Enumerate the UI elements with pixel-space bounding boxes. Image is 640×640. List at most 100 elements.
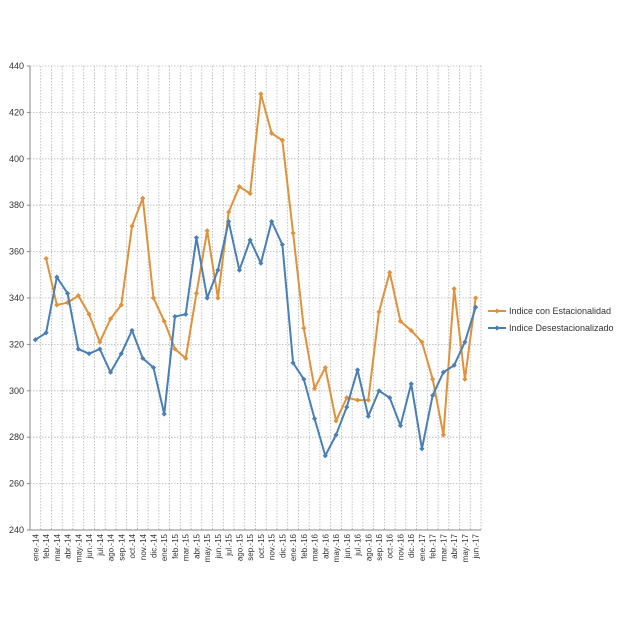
- data-point: [140, 355, 146, 361]
- data-point: [451, 362, 457, 368]
- data-point: [247, 191, 253, 197]
- x-tick-label: may.-14: [74, 533, 83, 562]
- data-point: [269, 130, 275, 136]
- x-tick-label: oct.-14: [128, 533, 137, 558]
- x-tick-label: may.-15: [203, 533, 212, 562]
- data-point: [172, 313, 178, 320]
- data-point: [397, 318, 404, 324]
- data-point: [451, 286, 457, 292]
- data-point: [86, 311, 92, 317]
- data-point: [75, 293, 81, 299]
- legend-item: Indice Desestacionalizado: [488, 323, 614, 333]
- x-tick-label: abr.-14: [64, 533, 73, 558]
- y-tick-label: 400: [9, 154, 24, 164]
- x-tick-label: jun.-16: [343, 533, 352, 559]
- data-point: [161, 411, 167, 417]
- data-point: [129, 327, 135, 334]
- data-point: [258, 260, 264, 266]
- x-tick-label: nov.-14: [139, 533, 148, 560]
- y-tick-label: 340: [9, 293, 24, 303]
- data-point: [301, 376, 307, 382]
- y-tick-label: 240: [9, 525, 24, 535]
- x-tick-label: ago.-15: [235, 533, 244, 561]
- data-point: [430, 376, 436, 382]
- x-tick-label: mar.-16: [311, 533, 320, 561]
- x-tick-label: sep.-16: [375, 533, 384, 560]
- data-point: [322, 453, 328, 459]
- data-point: [333, 432, 339, 438]
- data-point: [376, 309, 382, 315]
- x-tick-label: feb.-15: [171, 533, 180, 558]
- data-point: [419, 339, 425, 345]
- y-tick-label: 280: [9, 432, 24, 442]
- x-tick-label: mar.-14: [53, 533, 62, 561]
- x-tick-label: dic.-16: [407, 533, 416, 558]
- data-point: [365, 413, 371, 419]
- legend: Indice con Estacionalidad Indice Desestac…: [488, 306, 614, 333]
- data-point: [204, 228, 210, 234]
- data-point: [440, 369, 447, 375]
- data-point: [107, 316, 114, 322]
- data-point: [215, 267, 221, 273]
- data-point: [204, 295, 210, 301]
- data-point: [97, 339, 103, 345]
- legend-label: Indice Desestacionalizado: [509, 323, 614, 333]
- data-point: [397, 423, 404, 429]
- x-tick-label: may.-16: [332, 533, 341, 562]
- data-point: [129, 223, 135, 229]
- legend-swatch-marker: [494, 308, 500, 314]
- data-point: [290, 360, 296, 366]
- data-point: [290, 230, 296, 236]
- data-point: [333, 418, 339, 424]
- data-point: [376, 388, 382, 394]
- data-point: [311, 385, 318, 392]
- data-point: [183, 311, 189, 317]
- data-point: [32, 337, 38, 343]
- x-tick-label: abr.-17: [450, 533, 459, 558]
- data-point: [215, 295, 221, 301]
- x-tick-label: ene.-15: [160, 533, 169, 561]
- x-tick-label: ene.-16: [289, 533, 298, 561]
- data-point: [226, 218, 232, 225]
- y-tick-label: 260: [9, 479, 24, 489]
- data-point: [43, 330, 49, 336]
- series-layer: [32, 91, 479, 459]
- x-tick-label: oct.-16: [386, 533, 395, 558]
- x-tick-label: nov.-16: [396, 533, 405, 560]
- x-tick-label: jun.-17: [472, 533, 481, 559]
- x-tick-label: dic.-15: [278, 533, 287, 558]
- data-point: [354, 367, 361, 373]
- series-line: [34, 220, 477, 457]
- data-point: [226, 209, 232, 215]
- data-point: [473, 304, 479, 310]
- data-point: [387, 395, 393, 401]
- x-tick-label: feb.-14: [42, 533, 51, 558]
- data-point: [150, 365, 157, 371]
- data-point: [269, 218, 275, 225]
- x-tick-label: abr.-15: [192, 533, 201, 558]
- data-point: [473, 295, 479, 301]
- data-point: [440, 432, 447, 438]
- x-tick-label: sep.-14: [117, 533, 126, 560]
- legend-swatch-marker: [494, 325, 500, 331]
- data-point: [408, 381, 414, 387]
- legend-label: Indice con Estacionalidad: [509, 306, 611, 316]
- data-point: [193, 290, 200, 296]
- y-tick-label: 320: [9, 339, 24, 349]
- x-tick-label: jun.-14: [85, 533, 94, 559]
- x-tick-label: jun.-15: [214, 533, 223, 559]
- x-tick-label: ago.-14: [107, 533, 116, 561]
- data-point: [430, 392, 436, 399]
- data-point: [64, 290, 71, 296]
- y-tick-label: 360: [9, 247, 24, 257]
- series-2: [32, 218, 479, 459]
- data-point: [140, 195, 146, 201]
- y-tick-label: 440: [9, 61, 24, 71]
- data-point: [118, 302, 124, 308]
- data-point: [387, 269, 393, 276]
- x-tick-label: sep.-15: [246, 533, 255, 560]
- y-tick-label: 380: [9, 200, 24, 210]
- x-tick-label: abr.-16: [321, 533, 330, 558]
- data-point: [462, 376, 468, 382]
- data-point: [311, 416, 318, 422]
